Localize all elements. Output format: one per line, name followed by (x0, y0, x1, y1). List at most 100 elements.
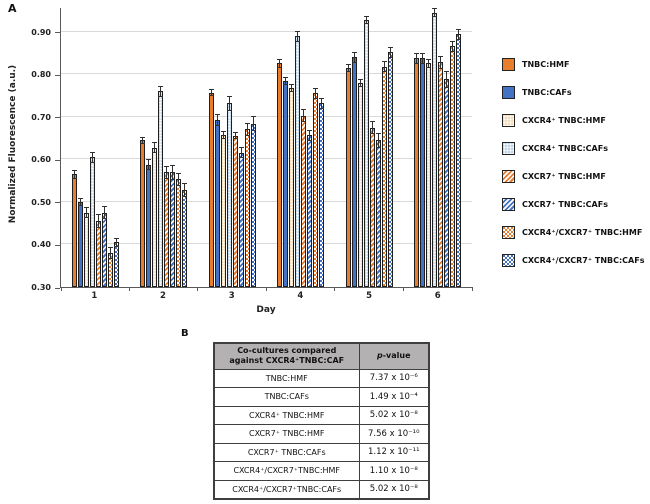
y-tick-mark (55, 202, 60, 204)
bar (113, 242, 119, 287)
y-tick-label: 0.30 (31, 283, 51, 292)
bar-wrap (182, 8, 188, 287)
legend-swatch (502, 142, 515, 155)
bar (307, 135, 313, 287)
bar-wrap (438, 8, 444, 287)
gridline (61, 243, 472, 245)
x-tick-mark (266, 287, 267, 291)
chart-legend: TNBC:HMF TNBC:CAFs CXCR4⁺ TNBC:HMF CXCR4⁺ T… (502, 58, 644, 267)
bar (244, 129, 250, 287)
bar-wrap (351, 8, 357, 287)
x-category-label: 4 (297, 291, 304, 301)
p-rest: -value (382, 351, 411, 361)
x-tick-mark (128, 287, 130, 291)
y-tick-label: 0.80 (31, 70, 51, 80)
bar (226, 103, 232, 287)
table-cell-coculture: TNBC:CAFs (213, 387, 360, 407)
bar-wrap (456, 8, 462, 287)
bar (238, 152, 244, 287)
error-bar (307, 129, 313, 141)
error-bar (456, 28, 462, 40)
x-category-label: 3 (228, 291, 235, 301)
table-row: CXCR7⁺ TNBC:HMF 7.56 x 10⁻¹⁰ (213, 424, 430, 444)
bar-wrap (387, 8, 393, 287)
error-bar (295, 30, 301, 42)
table-row: CXCR4⁺ TNBC:HMF 5.02 x 10⁻⁸ (213, 405, 430, 425)
bar-wrap (289, 8, 295, 287)
bar-wrap (71, 8, 77, 287)
bar-wrap (146, 8, 152, 287)
legend-item: CXCR4⁺ TNBC:HMF (502, 114, 644, 127)
table-header-pvalue: p-value (358, 342, 430, 370)
bar-group-day5 (335, 8, 404, 287)
table-body: TNBC:HMF 7.37 x 10⁻⁶ TNBC:CAFs 1.49 x 10⁻⁴ C… (213, 368, 430, 499)
table-cell-pvalue: 1.12 x 10⁻¹¹ (358, 442, 430, 462)
bar-wrap (244, 8, 250, 287)
error-bar (369, 121, 375, 134)
bar (289, 87, 295, 287)
bar (438, 62, 444, 287)
y-tick-label: 0.50 (31, 197, 51, 207)
bar-wrap (107, 8, 113, 287)
legend-swatch (502, 114, 515, 127)
legend-item: CXCR4⁺/CXCR7⁺ TNBC:CAFs (502, 254, 644, 267)
table-row: CXCR4⁺/CXCR7⁺TNBC:HMF 1.10 x 10⁻⁸ (213, 461, 430, 481)
legend-swatch (502, 226, 515, 239)
bar (277, 63, 283, 287)
error-bar (101, 205, 107, 220)
bar-group-day1 (61, 8, 130, 287)
error-bar (83, 207, 89, 219)
error-bar (450, 40, 456, 52)
bar (71, 174, 77, 287)
panel-a-label: A (8, 2, 17, 15)
bar (319, 103, 325, 287)
error-bar (71, 170, 77, 179)
x-axis-labels: 1 2 3 4 5 6 (60, 291, 472, 301)
gridline (61, 200, 472, 202)
x-tick-mark (403, 287, 404, 291)
error-bar (158, 85, 164, 97)
error-bar (220, 131, 226, 139)
bar-wrap (89, 8, 95, 287)
bar (381, 66, 387, 287)
error-bar (345, 63, 351, 73)
bar-wrap (232, 8, 238, 287)
table-row: CXCR7⁺ TNBC:CAFs 1.12 x 10⁻¹¹ (213, 442, 430, 462)
bar (101, 212, 107, 287)
table-header-line2: against CXCR4⁺TNBC:CAF (229, 356, 345, 366)
legend-label: CXCR7⁺ TNBC:CAFs (522, 200, 608, 209)
table-row: TNBC:HMF 7.37 x 10⁻⁶ (213, 368, 430, 388)
bar (250, 123, 256, 287)
bar-wrap (444, 8, 450, 287)
error-bar (238, 147, 244, 159)
legend-item: CXCR4⁺ TNBC:CAFs (502, 142, 644, 155)
bar (232, 135, 238, 287)
y-tick-mark (55, 244, 60, 246)
legend-swatch (502, 58, 515, 71)
y-axis-labels: 0.30 0.40 0.50 0.60 0.70 0.80 0.90 (20, 8, 60, 292)
bar-wrap (226, 8, 232, 287)
error-bar (414, 52, 420, 64)
bar-wrap (77, 8, 83, 287)
bar (345, 67, 351, 287)
legend-label: CXCR4⁺/CXCR7⁺ TNBC:HMF (522, 228, 643, 237)
bar (89, 157, 95, 287)
x-tick-mark (197, 287, 199, 291)
bar (283, 80, 289, 287)
table-cell-coculture: TNBC:HMF (213, 368, 360, 388)
legend-item: CXCR4⁺/CXCR7⁺ TNBC:HMF (502, 226, 644, 239)
error-bar (107, 247, 113, 259)
bar-wrap (277, 8, 283, 287)
bar (426, 63, 432, 287)
table-cell-pvalue: 7.56 x 10⁻¹⁰ (358, 424, 430, 444)
table-header-row: Co-cultures compared against CXCR4⁺TNBC:… (213, 342, 430, 370)
bar-group-day4 (267, 8, 336, 287)
bar (158, 91, 164, 287)
bar (214, 120, 220, 287)
bar (164, 172, 170, 287)
bar (357, 82, 363, 287)
error-bar (351, 51, 357, 63)
bar-wrap (313, 8, 319, 287)
x-axis-ticks (60, 287, 473, 292)
bar (152, 147, 158, 287)
